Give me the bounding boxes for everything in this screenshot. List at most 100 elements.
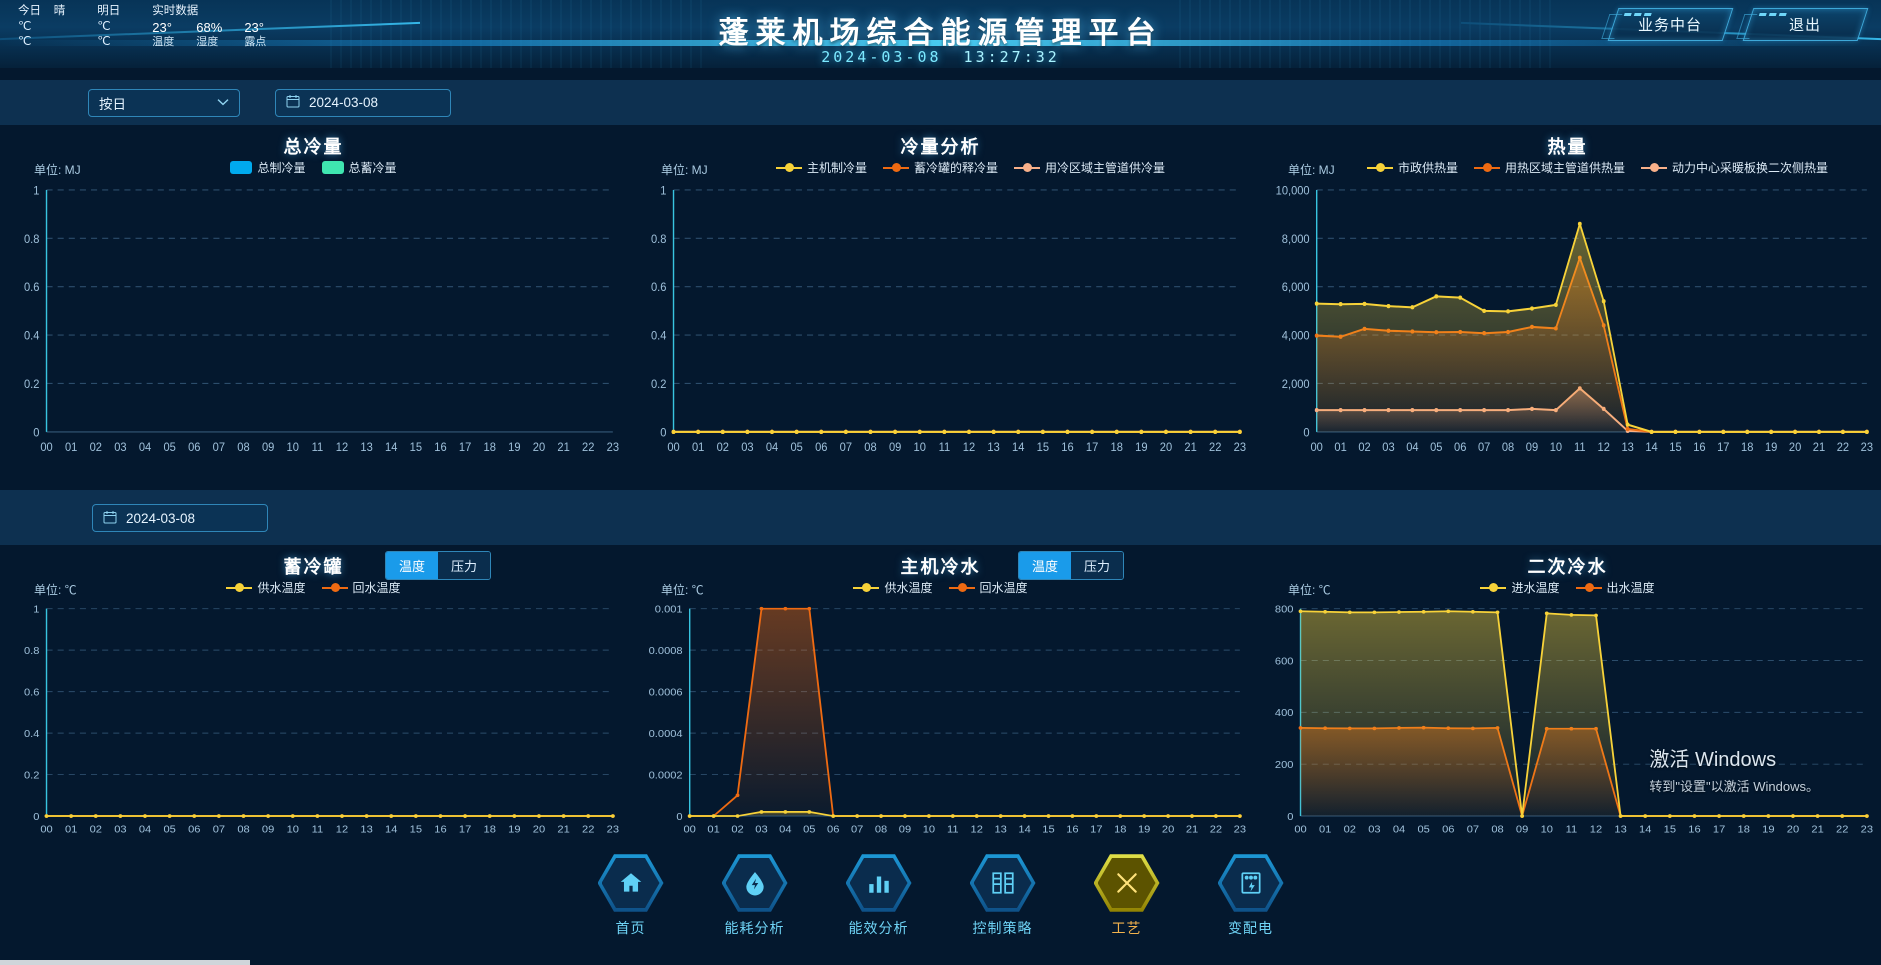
svg-text:11: 11 [939, 440, 951, 454]
svg-text:06: 06 [827, 824, 839, 836]
svg-text:0: 0 [1287, 811, 1293, 823]
svg-text:14: 14 [1645, 440, 1658, 454]
svg-text:08: 08 [1491, 824, 1503, 836]
svg-text:01: 01 [65, 824, 77, 836]
svg-text:03: 03 [1382, 440, 1394, 454]
filter-bar: 按日 2024-03-08 [0, 80, 1881, 125]
svg-text:400: 400 [1275, 707, 1294, 719]
svg-text:07: 07 [840, 440, 852, 454]
svg-text:04: 04 [1393, 824, 1405, 836]
toggle-pressure[interactable]: 压力 [437, 552, 490, 579]
legend-line-marker [1366, 162, 1393, 173]
svg-text:12: 12 [336, 824, 348, 836]
period-select[interactable]: 按日 [88, 88, 240, 117]
svg-text:19: 19 [508, 440, 520, 454]
nav-item-power-distribution[interactable]: 变配电 [1205, 853, 1297, 938]
legend-item[interactable]: 出水温度 [1575, 579, 1655, 596]
svg-text:18: 18 [1114, 824, 1126, 836]
date-picker-bottom-value: 2024-03-08 [126, 510, 196, 526]
svg-text:00: 00 [684, 824, 696, 836]
svg-text:00: 00 [40, 824, 52, 836]
svg-text:06: 06 [188, 440, 200, 454]
legend-item[interactable]: 总蓄冷量 [321, 159, 397, 176]
legend-item[interactable]: 进水温度 [1480, 579, 1560, 596]
svg-text:0: 0 [676, 811, 682, 823]
svg-text:01: 01 [707, 824, 719, 836]
svg-text:02: 02 [90, 824, 102, 836]
svg-text:22: 22 [1836, 824, 1848, 836]
date-picker-top[interactable]: 2024-03-08 [275, 88, 451, 117]
svg-text:18: 18 [1738, 824, 1750, 836]
legend-line-marker [1473, 162, 1500, 173]
svg-text:0.0002: 0.0002 [649, 770, 683, 782]
legend-item[interactable]: 蓄冷罐的释冷量 [882, 159, 998, 176]
business-center-button[interactable]: 业务中台 [1607, 8, 1734, 41]
realtime-humidity: 68% 湿度 [196, 20, 223, 48]
svg-text:13: 13 [1614, 824, 1626, 836]
svg-text:200: 200 [1275, 759, 1294, 771]
legend-item[interactable]: 动力中心采暖板换二次侧热量 [1641, 159, 1828, 176]
svg-text:13: 13 [987, 440, 999, 454]
nav-item-home[interactable]: 首页 [585, 853, 677, 938]
svg-text:06: 06 [188, 824, 200, 836]
nav-item-energy-consumption[interactable]: 能耗分析 [709, 853, 801, 938]
svg-text:16: 16 [1693, 440, 1705, 454]
legend-item[interactable]: 总制冷量 [230, 159, 306, 176]
legend-line-marker [775, 162, 802, 173]
clock-date: 2024-03-08 [821, 48, 942, 66]
chevron-down-icon [217, 97, 229, 109]
svg-text:06: 06 [1442, 824, 1454, 836]
svg-text:16: 16 [1688, 824, 1700, 836]
date-picker-top-value: 2024-03-08 [309, 95, 379, 110]
logout-button[interactable]: 退出 [1742, 8, 1869, 41]
toggle-temperature[interactable]: 温度 [1018, 552, 1071, 579]
svg-text:22: 22 [582, 440, 594, 454]
svg-text:14: 14 [385, 824, 397, 836]
svg-text:0.6: 0.6 [24, 687, 39, 699]
svg-text:22: 22 [1209, 440, 1221, 454]
toggle-temperature[interactable]: 温度 [385, 552, 438, 579]
chart-plot-area: 0 0.2 0.4 0.6 0.8 1 00 01 02 03 04 05 06 07 08 09 10 11 12… [627, 181, 1254, 461]
chart-unit-label: 单位: MJ [34, 163, 81, 177]
energy-drop-icon [742, 870, 768, 896]
filter-bar-bottom: 2024-03-08 [0, 490, 1881, 546]
svg-text:08: 08 [237, 440, 250, 454]
chiller-unit-toggle[interactable]: 温度 压力 [1017, 551, 1124, 580]
legend-item[interactable]: 用热区域主管道供热量 [1473, 159, 1625, 176]
svg-text:15: 15 [1037, 440, 1050, 454]
svg-text:02: 02 [90, 440, 102, 454]
svg-text:05: 05 [803, 824, 815, 836]
weather-tomorrow-low: ℃ [97, 34, 111, 48]
tank-unit-toggle[interactable]: 温度 压力 [384, 551, 491, 580]
svg-text:23: 23 [607, 440, 619, 454]
legend-item[interactable]: 供水温度 [226, 579, 306, 596]
svg-text:17: 17 [459, 440, 471, 454]
power-icon [1238, 870, 1264, 896]
legend-item[interactable]: 主机制冷量 [775, 159, 867, 176]
legend-item[interactable]: 供水温度 [853, 579, 933, 596]
svg-text:02: 02 [1344, 824, 1356, 836]
svg-text:21: 21 [1186, 824, 1198, 836]
svg-text:10: 10 [287, 824, 299, 836]
button-dots-icon [1758, 13, 1787, 16]
chart-cooling-analysis: 冷量分析 单位: MJ 主机制冷量 蓄冷罐的释冷量 用冷区域主管道供冷量 0 0.… [627, 125, 1254, 465]
chart-secondary-cold-water: 二次冷水 单位: ℃ 进水温度 出水温度 0 200 400 600 800 00 01 02… [1254, 545, 1881, 845]
weather-today-condition: 晴 [53, 5, 66, 17]
nav-item-control-strategy[interactable]: 控制策略 [957, 853, 1049, 938]
legend-item[interactable]: 回水温度 [948, 579, 1028, 596]
svg-text:21: 21 [1184, 440, 1196, 454]
chart-unit-label: 单位: MJ [661, 163, 708, 177]
date-picker-bottom[interactable]: 2024-03-08 [92, 504, 268, 532]
header-decoration-left [330, 0, 710, 68]
nav-item-energy-efficiency[interactable]: 能效分析 [833, 853, 925, 938]
windows-activation-watermark: 激活 Windows 转到"设置"以激活 Windows。 [1649, 749, 1819, 794]
svg-text:05: 05 [790, 440, 803, 454]
chart-legend: 总制冷量 总蓄冷量 [0, 159, 627, 176]
legend-item[interactable]: 市政供热量 [1366, 159, 1458, 176]
legend-item[interactable]: 用冷区域主管道供冷量 [1014, 159, 1165, 176]
toggle-pressure[interactable]: 压力 [1070, 552, 1123, 579]
legend-item[interactable]: 回水温度 [321, 579, 401, 596]
svg-text:4,000: 4,000 [1282, 329, 1310, 343]
nav-item-process[interactable]: 工艺 [1081, 853, 1173, 938]
svg-text:23: 23 [607, 824, 619, 836]
